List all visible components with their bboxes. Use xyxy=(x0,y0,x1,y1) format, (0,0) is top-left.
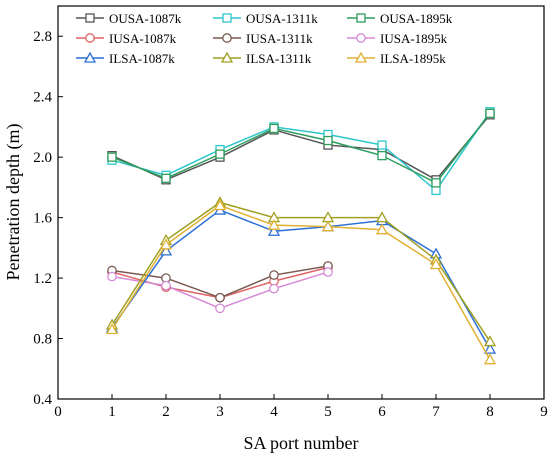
y-tick-label: 2.0 xyxy=(33,150,52,166)
series-line xyxy=(111,204,491,361)
legend-label: OUSA-1087k xyxy=(109,11,182,26)
data-point xyxy=(323,135,333,146)
data-point xyxy=(483,342,497,354)
data-point xyxy=(267,224,281,236)
legend-label: IUSA-1895k xyxy=(380,31,448,46)
data-point xyxy=(85,13,95,23)
data-point xyxy=(215,292,225,303)
legend-entry: ILSA-1087k xyxy=(76,51,175,66)
legend-entry: OUSA-1087k xyxy=(76,11,182,26)
data-point xyxy=(377,140,387,150)
data-point xyxy=(485,108,495,118)
x-tick-label: 5 xyxy=(324,404,332,420)
data-point xyxy=(107,271,117,282)
x-tick-label: 2 xyxy=(162,404,170,420)
series-IUSA-1895k xyxy=(107,267,333,314)
data-point xyxy=(375,211,389,223)
data-point xyxy=(269,123,279,134)
y-axis-label: Penetration depth (m) xyxy=(3,124,24,281)
legend-entry: IUSA-1895k xyxy=(347,31,448,46)
x-tick-label: 9 xyxy=(540,404,548,420)
data-point xyxy=(105,323,119,335)
data-point xyxy=(222,13,232,23)
series-line xyxy=(111,111,491,192)
legend-label: OUSA-1895k xyxy=(380,11,453,26)
x-tick-label: 1 xyxy=(108,404,116,420)
data-point xyxy=(356,13,366,23)
data-point xyxy=(213,199,227,211)
plot-frame xyxy=(57,5,545,400)
data-point xyxy=(222,33,232,43)
legend-label: ILSA-1311k xyxy=(246,51,312,66)
data-point xyxy=(269,283,279,294)
legend-label: OUSA-1311k xyxy=(246,11,318,26)
data-point xyxy=(107,152,117,162)
data-point xyxy=(431,185,441,196)
y-tick-label: 2.8 xyxy=(33,29,52,45)
data-point xyxy=(159,238,173,250)
series-line xyxy=(111,201,491,342)
x-tick-label: 4 xyxy=(270,404,278,420)
legend-entry: ILSA-1895k xyxy=(347,51,446,66)
data-point xyxy=(215,149,225,159)
data-point xyxy=(161,173,171,183)
data-point xyxy=(354,51,368,63)
legend-entry: OUSA-1895k xyxy=(347,11,453,26)
data-point xyxy=(483,335,497,347)
data-point xyxy=(83,51,97,63)
legend-entry: IUSA-1087k xyxy=(76,31,177,46)
x-tick-label: 6 xyxy=(378,404,386,420)
legend-label: IUSA-1311k xyxy=(246,31,313,46)
series-line xyxy=(111,209,491,350)
data-point xyxy=(267,218,281,230)
data-point xyxy=(323,267,333,277)
data-point xyxy=(220,51,234,63)
data-point xyxy=(429,258,443,270)
data-point xyxy=(377,150,387,161)
series-OUSA-1895k xyxy=(107,108,495,188)
legend-entry: ILSA-1311k xyxy=(213,51,312,66)
y-tick-label: 1.2 xyxy=(33,271,52,287)
series-line xyxy=(111,114,491,181)
legend: OUSA-1087k OUSA-1311k OUSA-1895k IUSA-1087k… xyxy=(76,11,453,66)
data-point xyxy=(321,220,335,232)
data-point xyxy=(483,353,497,365)
series-layer xyxy=(105,107,497,365)
data-point xyxy=(159,244,173,256)
legend-entry: OUSA-1311k xyxy=(213,11,318,26)
y-tick-label: 0.4 xyxy=(33,392,52,408)
series-ILSA-1895k xyxy=(105,199,497,365)
legend-label: ILSA-1895k xyxy=(380,51,446,66)
axis-ticks: 0 1 2 3 4 5 6 7 8 9 0.4 0.8 1.2 1.6 2.0 2.4 2.8 xyxy=(33,29,548,420)
y-tick-label: 2.4 xyxy=(33,90,52,106)
legend-label: IUSA-1087k xyxy=(109,31,177,46)
data-point xyxy=(375,223,389,235)
series-ILSA-1311k xyxy=(105,196,497,347)
x-tick-label: 3 xyxy=(216,404,224,420)
data-point xyxy=(85,33,95,43)
series-line xyxy=(111,112,491,184)
x-tick-label: 0 xyxy=(54,404,62,420)
data-point xyxy=(356,33,366,43)
data-point xyxy=(269,270,279,280)
y-tick-label: 0.8 xyxy=(33,332,52,348)
x-tick-label: 8 xyxy=(486,404,494,420)
y-tick-label: 1.6 xyxy=(33,211,52,227)
legend-entry: IUSA-1311k xyxy=(213,31,313,46)
x-axis-label: SA port number xyxy=(244,433,359,453)
legend-label: ILSA-1087k xyxy=(109,51,175,66)
data-point xyxy=(215,303,225,314)
x-tick-label: 7 xyxy=(432,404,440,420)
data-point xyxy=(161,280,171,291)
data-point xyxy=(431,178,441,188)
